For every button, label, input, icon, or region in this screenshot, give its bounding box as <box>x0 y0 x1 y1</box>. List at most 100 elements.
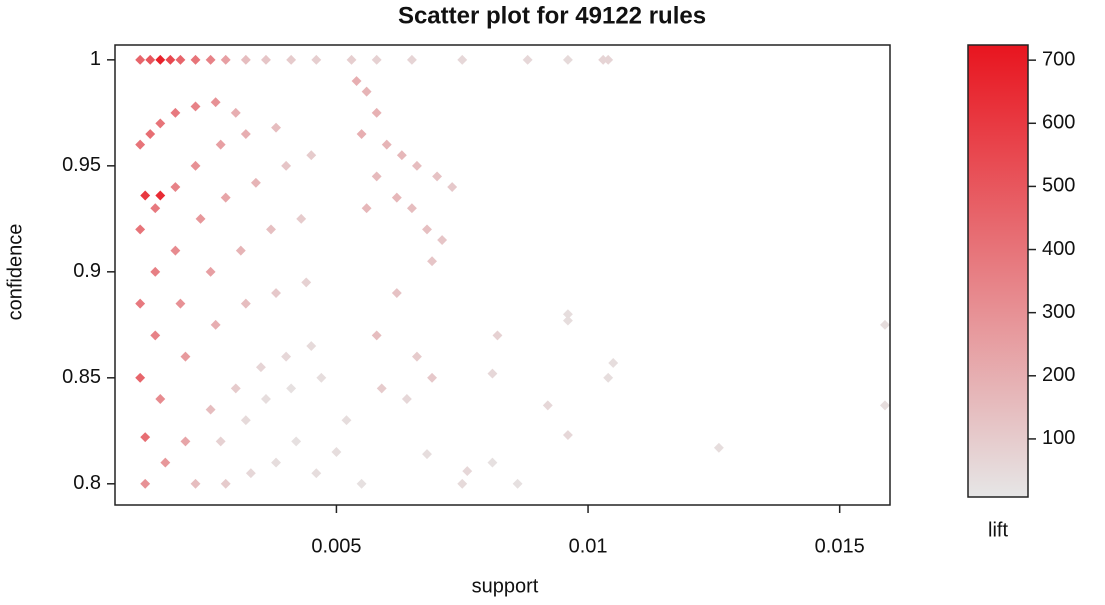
point <box>311 54 322 65</box>
point <box>457 478 468 489</box>
point <box>175 54 186 65</box>
point <box>281 351 292 362</box>
colorbar-label: lift <box>988 519 1008 541</box>
y-tick-label: 0.95 <box>62 154 101 176</box>
point <box>311 468 322 479</box>
point <box>376 383 387 394</box>
point <box>406 54 417 65</box>
point <box>271 122 281 133</box>
point <box>210 97 221 108</box>
point <box>427 372 437 383</box>
point <box>396 150 407 161</box>
point <box>361 86 372 97</box>
point <box>266 224 276 235</box>
point <box>351 76 362 86</box>
point <box>165 54 176 65</box>
colorbar-tick-label: 200 <box>1042 364 1075 386</box>
point <box>281 160 292 171</box>
point <box>220 192 231 203</box>
point <box>135 139 146 150</box>
point <box>422 224 432 235</box>
point <box>240 298 251 309</box>
point <box>341 415 352 426</box>
colorbar <box>967 44 1029 498</box>
point <box>296 213 307 224</box>
point <box>220 478 231 489</box>
point <box>190 478 201 489</box>
point <box>316 372 327 383</box>
point <box>205 54 216 65</box>
colorbar-tick-label: 500 <box>1042 175 1075 197</box>
point <box>356 478 367 489</box>
point <box>562 430 573 440</box>
point <box>391 288 402 298</box>
y-tick-label: 0.8 <box>73 472 101 494</box>
x-tick-label: 0.015 <box>815 535 865 557</box>
point <box>713 442 724 453</box>
point <box>346 54 357 65</box>
chart-title: Scatter plot for 49122 rules <box>398 2 706 29</box>
point <box>608 358 619 368</box>
point <box>190 160 201 171</box>
point <box>135 54 146 65</box>
point <box>542 400 553 411</box>
point <box>160 457 171 468</box>
point <box>371 330 382 341</box>
point <box>145 129 156 139</box>
point <box>492 330 503 341</box>
colorbar-tick-label: 400 <box>1042 238 1075 260</box>
point <box>306 150 317 161</box>
point <box>361 203 372 214</box>
x-tick-label: 0.01 <box>569 535 608 557</box>
colorbar-tick-label: 700 <box>1042 48 1075 70</box>
colorbar-tick-label: 100 <box>1042 427 1075 449</box>
point <box>880 319 890 330</box>
point <box>180 436 191 447</box>
point <box>255 362 266 373</box>
point <box>432 171 443 182</box>
point <box>427 256 437 267</box>
point <box>140 432 151 443</box>
point <box>190 54 201 65</box>
point <box>155 54 166 65</box>
point <box>411 160 422 171</box>
point <box>170 245 181 256</box>
point <box>286 54 297 65</box>
point <box>381 139 392 150</box>
y-tick-label: 0.9 <box>73 260 101 282</box>
point <box>230 107 241 118</box>
point <box>190 101 201 112</box>
point <box>437 235 448 245</box>
point <box>250 177 261 188</box>
point <box>562 309 573 320</box>
point <box>291 436 302 447</box>
point <box>135 372 146 383</box>
point <box>235 245 246 256</box>
point <box>487 368 498 379</box>
point <box>170 182 181 192</box>
point <box>230 383 241 394</box>
point <box>261 54 271 65</box>
colorbar-tick-label: 300 <box>1042 301 1075 323</box>
point <box>140 190 151 201</box>
point <box>155 118 166 129</box>
point <box>371 171 382 182</box>
point <box>306 341 317 351</box>
point <box>210 319 221 330</box>
plot-frame <box>114 44 891 506</box>
point <box>245 468 256 479</box>
point <box>155 394 166 404</box>
point <box>603 372 614 383</box>
point <box>356 129 367 139</box>
point <box>205 266 216 277</box>
point <box>522 54 533 65</box>
point <box>371 107 382 118</box>
y-tick-label: 1 <box>90 48 101 70</box>
point <box>603 54 614 65</box>
point <box>140 478 151 489</box>
point <box>170 107 181 118</box>
point <box>301 277 312 288</box>
point <box>271 288 281 298</box>
y-axis-label: confidence <box>4 224 26 321</box>
